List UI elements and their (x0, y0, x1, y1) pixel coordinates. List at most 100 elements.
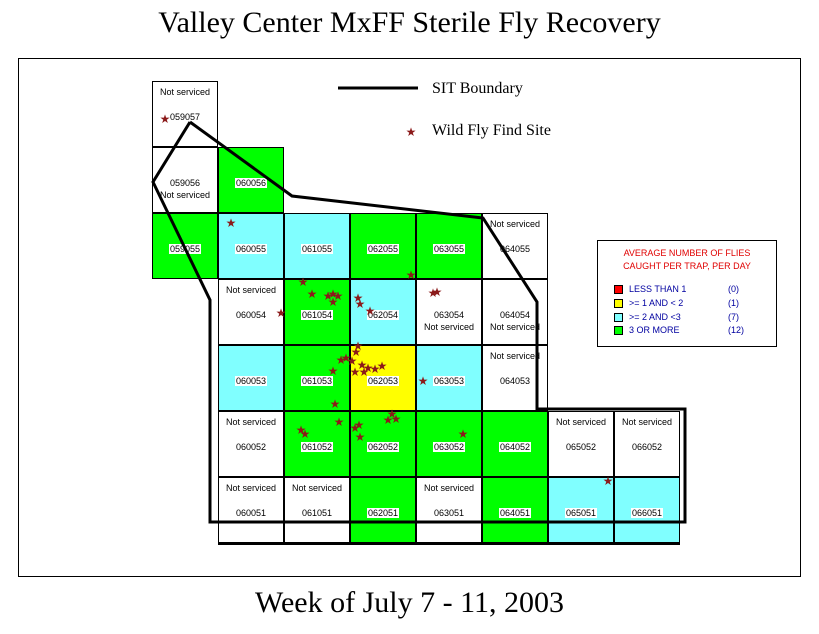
trap-cell-065052: Not serviced 065052 (548, 411, 614, 477)
cell-id-label: 064055 (499, 244, 531, 254)
trap-cell-066052: Not serviced 066052 (614, 411, 680, 477)
trap-cell-061052: 061052 (284, 411, 350, 477)
boundary-legend-label: SIT Boundary (432, 80, 523, 97)
empty-cell (284, 543, 350, 545)
fly-star-icon: ★ (387, 407, 398, 421)
fly-star-icon: ★ (458, 427, 469, 441)
trap-cell-060055: 060055 (218, 213, 284, 279)
not-serviced-label: Not serviced (225, 417, 277, 427)
cell-id-label: 063053 (432, 376, 466, 386)
trap-cell-059057: Not serviced 059057 (152, 81, 218, 147)
fly-star-icon: ★ (391, 412, 402, 426)
fly-star-icon: ★ (307, 287, 318, 301)
fly-star-icon: ★ (353, 339, 364, 353)
trap-cell-064051: 064051 (482, 477, 548, 543)
fly-star-icon: ★ (298, 275, 309, 289)
cell-id-label: 060051 (235, 508, 267, 518)
fly-star-icon: ★ (323, 289, 334, 303)
cell-id-label: 063052 (432, 442, 466, 452)
fly-star-icon: ★ (296, 423, 307, 437)
fly-star-icon: ★ (160, 112, 171, 126)
cell-id-label: 060052 (235, 442, 267, 452)
not-serviced-label: Not serviced (291, 483, 343, 493)
fly-star-icon: ★ (406, 268, 417, 282)
cell-id-label: 065052 (565, 442, 597, 452)
trap-cell-060051: Not serviced 060051 (218, 477, 284, 543)
fly-star-icon: ★ (353, 291, 364, 305)
fly-star-icon: ★ (432, 285, 443, 299)
empty-cell (482, 543, 548, 545)
cell-id-label: 061053 (300, 376, 334, 386)
trap-cell-062055: 062055 (350, 213, 416, 279)
cell-id-label: 066052 (631, 442, 663, 452)
not-serviced-label: Not serviced (489, 219, 541, 229)
cell-id-label: 062055 (366, 244, 400, 254)
not-serviced-label: Not serviced (423, 322, 475, 332)
fly-star-icon: ★ (350, 365, 361, 379)
trap-cell-061053: 061053 (284, 345, 350, 411)
fly-legend-star-icon: ★ (406, 125, 417, 139)
legend-label: LESS THAN 1 (629, 284, 687, 294)
color-legend: AVERAGE NUMBER OF FLIES CAUGHT PER TRAP,… (597, 240, 777, 347)
map-frame (18, 58, 801, 577)
trap-cell-061055: 061055 (284, 213, 350, 279)
map-title: Valley Center MxFF Sterile Fly Recovery (158, 6, 661, 39)
fly-find-sites: ★★★★ ★★★★ ★★★★★ ★★★★★ ★★★★★★★★★★★★★★★ ★★★ ★★★★… (160, 112, 614, 488)
fly-star-icon: ★ (341, 351, 352, 365)
trap-cell-065051: 065051 (548, 477, 614, 543)
cell-id-label: 062051 (366, 508, 400, 518)
week-caption: Week of July 7 - 11, 2003 (255, 586, 564, 619)
fly-star-icon: ★ (355, 430, 366, 444)
legend-label: >= 1 AND < 2 (629, 298, 684, 308)
cell-id-label: 062053 (366, 376, 400, 386)
empty-cell (614, 543, 680, 545)
legend-header-line1: AVERAGE NUMBER OF FLIES (623, 248, 751, 258)
trap-cell-063053: 063053 (416, 345, 482, 411)
cell-id-label: 059056 (169, 178, 201, 188)
cell-id-label: 060054 (235, 310, 267, 320)
fly-star-icon: ★ (603, 474, 614, 488)
cell-id-label: 061054 (300, 310, 334, 320)
fly-star-icon: ★ (226, 216, 237, 230)
empty-cell (350, 543, 416, 545)
fly-star-icon: ★ (330, 397, 341, 411)
trap-cell-061054: 061054 (284, 279, 350, 345)
red-swatch (614, 284, 623, 294)
fly-star-icon: ★ (328, 295, 339, 309)
legend-count: (0) (728, 284, 739, 294)
cell-id-label: 064051 (498, 508, 532, 518)
fly-star-icon: ★ (365, 304, 376, 318)
cell-id-label: 063054 (433, 310, 465, 320)
not-serviced-label: Not serviced (423, 483, 475, 493)
trap-cell-060054: Not serviced 060054 (218, 279, 284, 345)
fly-star-icon: ★ (355, 297, 366, 311)
fly-star-icon: ★ (336, 353, 347, 367)
legend-row-green: 3 OR MORE (12) (614, 324, 744, 336)
fly-star-icon: ★ (354, 418, 365, 432)
cell-id-label: 060055 (234, 244, 268, 254)
cell-id-label: 061052 (300, 442, 334, 452)
fly-star-icon: ★ (350, 421, 361, 435)
fly-star-icon: ★ (359, 365, 370, 379)
trap-cell-063055: 063055 (416, 213, 482, 279)
cell-id-label: 062054 (366, 310, 400, 320)
trap-cell-060052: Not serviced 060052 (218, 411, 284, 477)
trap-cell-060056: 060056 (218, 147, 284, 213)
not-serviced-label: Not serviced (621, 417, 673, 427)
trap-cell-061051: Not serviced 061051 (284, 477, 350, 543)
cell-id-label: 059057 (169, 112, 201, 122)
fly-star-icon: ★ (357, 358, 368, 372)
cell-id-label: 061051 (301, 508, 333, 518)
legend-label: >= 2 AND <3 (629, 312, 681, 322)
trap-cell-062051: 062051 (350, 477, 416, 543)
cell-id-label: 064052 (498, 442, 532, 452)
fly-star-icon: ★ (351, 345, 362, 359)
fly-star-icon: ★ (363, 361, 374, 375)
trap-cell-063051: Not serviced 063051 (416, 477, 482, 543)
fly-star-icon: ★ (377, 359, 388, 373)
green-swatch (614, 325, 623, 335)
fly-star-icon: ★ (347, 354, 358, 368)
trap-cell-066051: 066051 (614, 477, 680, 543)
not-serviced-label: Not serviced (225, 285, 277, 295)
